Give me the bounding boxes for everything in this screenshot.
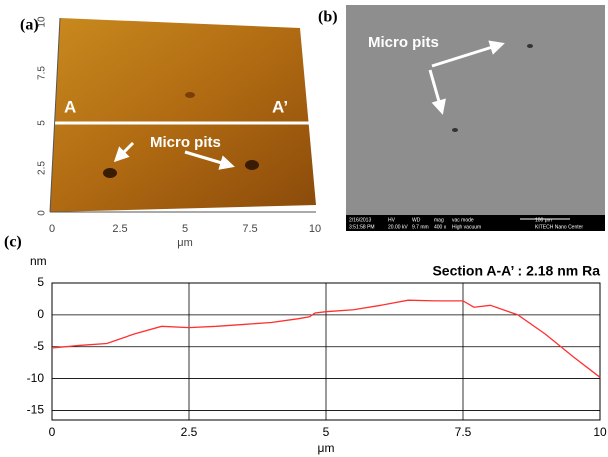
panel-label: (a) <box>20 17 39 34</box>
info-text: High vacuum <box>452 224 481 230</box>
panel-label: (c) <box>4 234 22 251</box>
y-tick-label: -15 <box>27 403 45 417</box>
x-tick-label: 7.5 <box>455 425 472 439</box>
sem-image <box>346 5 605 215</box>
y-axis-label: nm <box>30 254 47 268</box>
y-tick-label: -10 <box>27 371 45 385</box>
arrow <box>184 150 235 170</box>
afm-y-tick-label: 2.5 <box>37 161 48 175</box>
y-tick-label: -5 <box>33 339 44 353</box>
afm-y-tick-label: 5 <box>37 120 48 126</box>
info-text: HV <box>388 217 396 223</box>
pit <box>452 128 458 132</box>
afm-x-tick-label: 2.5 <box>112 223 127 235</box>
info-text: 3:51:58 PM <box>349 224 375 230</box>
arrow <box>428 69 446 115</box>
x-tick-label: 2.5 <box>181 425 198 439</box>
y-tick-label: 5 <box>37 275 44 289</box>
afm-x-tick-label: 0 <box>49 223 55 235</box>
annotation: Micro pits <box>368 34 439 51</box>
annotation: Micro pits <box>150 134 221 151</box>
point-label: A <box>64 97 76 116</box>
info-text: 100 μm <box>535 217 552 223</box>
x-tick-label: 10 <box>593 425 607 439</box>
afm-x-tick-label: 7.5 <box>242 223 257 235</box>
y-tick-label: 0 <box>37 307 44 321</box>
pit <box>103 168 117 178</box>
afm-y-tick-label: 10 <box>37 16 48 28</box>
afm-x-tick-label: 5 <box>182 223 188 235</box>
info-text: KITECH Nano Center <box>535 224 583 230</box>
afm-y-tick-label: 7.5 <box>37 66 48 80</box>
info-text: 20.00 kV <box>388 224 408 230</box>
point-label: A’ <box>272 97 288 116</box>
afm-x-tick-label: 10 <box>309 223 321 235</box>
info-text: WD <box>412 217 421 223</box>
info-text: vac mode <box>452 217 474 223</box>
profile-line <box>51 299 601 378</box>
info-text: mag <box>434 217 444 223</box>
x-tick-label: 5 <box>323 425 330 439</box>
info-text: 400 x <box>434 224 447 230</box>
afm-y-tick-label: 0 <box>37 210 48 216</box>
x-axis-label: μm <box>318 441 335 455</box>
axis-label: μm <box>177 237 193 249</box>
panel-label: (b) <box>318 9 338 26</box>
axis <box>49 17 61 213</box>
info-text: 9.7 mm <box>412 224 429 230</box>
spot <box>185 92 195 98</box>
x-tick-label: 0 <box>49 425 56 439</box>
arrow <box>113 141 135 163</box>
pit <box>527 44 533 48</box>
chart-title: Section A-A’ : 2.18 nm Ra <box>432 263 600 279</box>
arrow <box>431 40 505 68</box>
pit <box>245 160 259 170</box>
info-text: 2/16/2013 <box>349 217 371 223</box>
